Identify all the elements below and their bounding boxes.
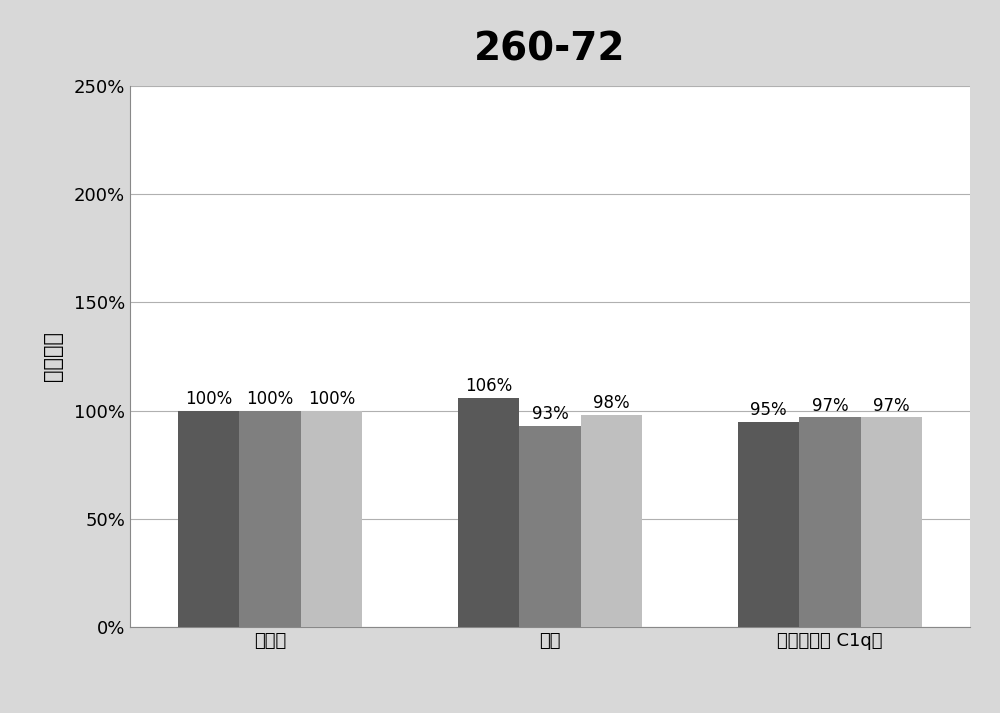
Text: 93%: 93% bbox=[532, 405, 568, 424]
Text: 97%: 97% bbox=[873, 396, 910, 414]
Text: 95%: 95% bbox=[750, 401, 787, 419]
Text: 98%: 98% bbox=[593, 394, 630, 412]
Text: 100%: 100% bbox=[246, 390, 294, 408]
Title: 260-72: 260-72 bbox=[474, 31, 626, 68]
Text: 106%: 106% bbox=[465, 377, 512, 395]
Bar bbox=[861, 417, 922, 627]
Bar bbox=[178, 411, 239, 627]
Text: 97%: 97% bbox=[812, 396, 848, 414]
Bar bbox=[799, 417, 861, 627]
Text: 100%: 100% bbox=[308, 390, 355, 408]
Bar bbox=[458, 398, 519, 627]
Bar bbox=[519, 426, 581, 627]
Text: 100%: 100% bbox=[185, 390, 232, 408]
Bar bbox=[301, 411, 362, 627]
Y-axis label: 测值变化: 测值变化 bbox=[43, 332, 63, 381]
Bar bbox=[239, 411, 301, 627]
Bar bbox=[738, 421, 799, 627]
Bar bbox=[581, 415, 642, 627]
